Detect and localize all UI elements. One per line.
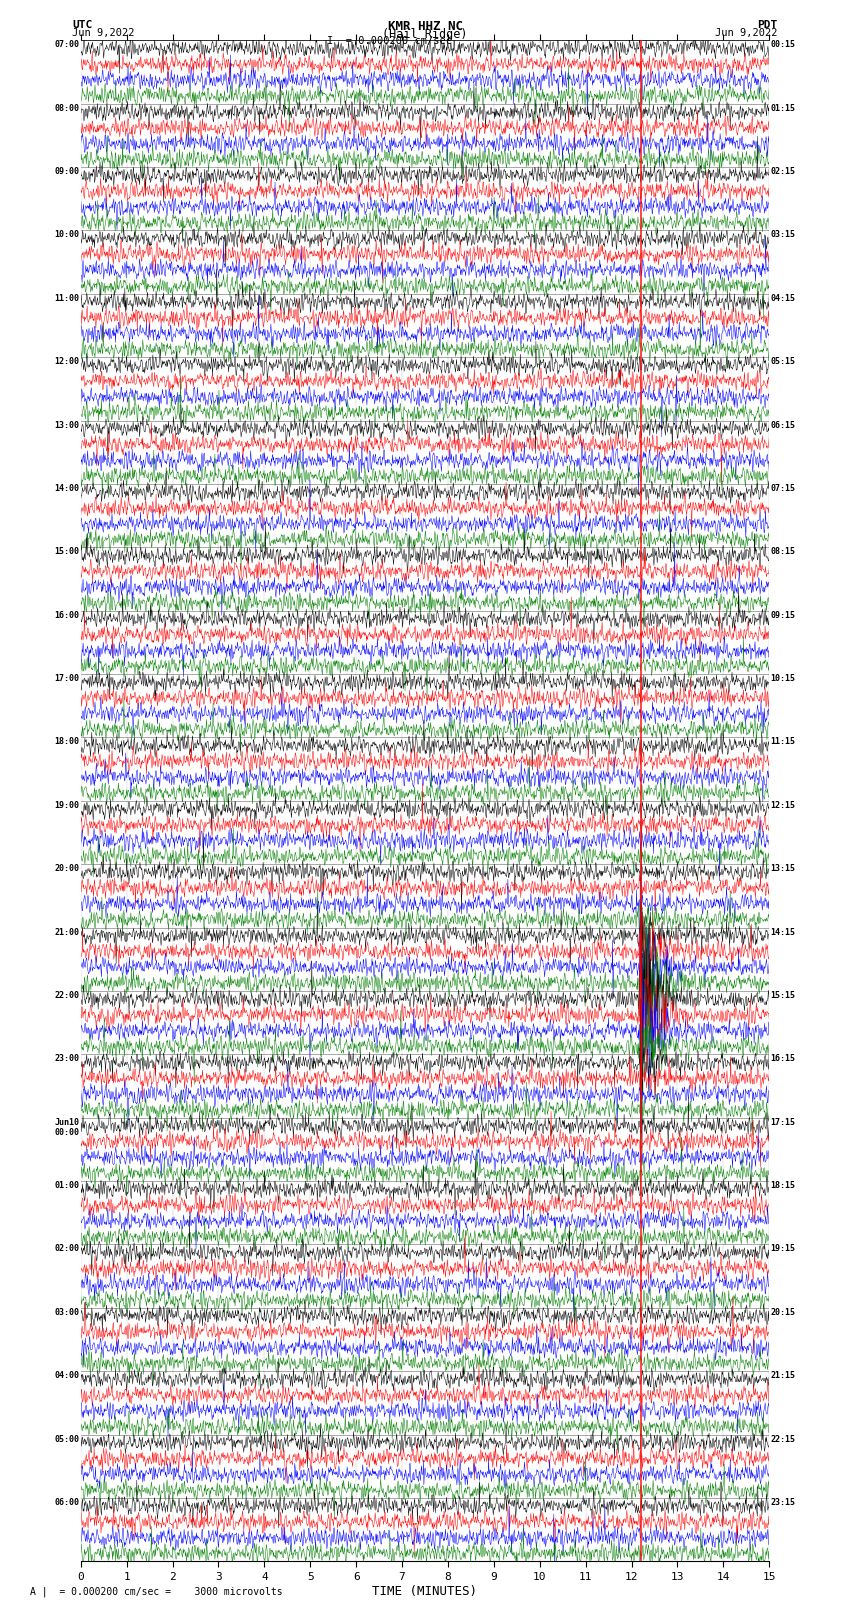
Text: I  = 0.000200 cm/sec: I = 0.000200 cm/sec <box>327 37 452 47</box>
Text: 09:15: 09:15 <box>771 611 796 619</box>
Text: 12:00: 12:00 <box>54 356 79 366</box>
Text: 08:00: 08:00 <box>54 103 79 113</box>
Text: 13:00: 13:00 <box>54 421 79 429</box>
Text: UTC: UTC <box>72 19 93 31</box>
Text: Jun 9,2022: Jun 9,2022 <box>715 29 778 39</box>
Text: 01:15: 01:15 <box>771 103 796 113</box>
Text: 22:00: 22:00 <box>54 990 79 1000</box>
Text: 20:15: 20:15 <box>771 1308 796 1316</box>
Text: 17:15: 17:15 <box>771 1118 796 1127</box>
Text: 22:15: 22:15 <box>771 1434 796 1444</box>
Text: 06:00: 06:00 <box>54 1498 79 1507</box>
Text: 23:00: 23:00 <box>54 1055 79 1063</box>
Text: 07:15: 07:15 <box>771 484 796 494</box>
Text: 16:15: 16:15 <box>771 1055 796 1063</box>
Text: 18:00: 18:00 <box>54 737 79 747</box>
Text: 00:15: 00:15 <box>771 40 796 50</box>
Text: 03:15: 03:15 <box>771 231 796 239</box>
Text: 08:15: 08:15 <box>771 547 796 556</box>
Text: 21:00: 21:00 <box>54 927 79 937</box>
Text: 05:00: 05:00 <box>54 1434 79 1444</box>
Text: Jun 9,2022: Jun 9,2022 <box>72 29 135 39</box>
Text: 04:15: 04:15 <box>771 294 796 303</box>
Text: 01:00: 01:00 <box>54 1181 79 1190</box>
Text: 03:00: 03:00 <box>54 1308 79 1316</box>
Text: 11:15: 11:15 <box>771 737 796 747</box>
Text: 02:00: 02:00 <box>54 1245 79 1253</box>
Text: 02:15: 02:15 <box>771 168 796 176</box>
Text: 09:00: 09:00 <box>54 168 79 176</box>
Text: 15:00: 15:00 <box>54 547 79 556</box>
Text: KMR HHZ NC: KMR HHZ NC <box>388 19 462 34</box>
Text: 18:15: 18:15 <box>771 1181 796 1190</box>
Text: Jun10
00:00: Jun10 00:00 <box>54 1118 79 1137</box>
Text: 10:15: 10:15 <box>771 674 796 682</box>
Text: 14:15: 14:15 <box>771 927 796 937</box>
X-axis label: TIME (MINUTES): TIME (MINUTES) <box>372 1584 478 1597</box>
Text: 21:15: 21:15 <box>771 1371 796 1381</box>
Text: 20:00: 20:00 <box>54 865 79 873</box>
Text: 10:00: 10:00 <box>54 231 79 239</box>
Text: 16:00: 16:00 <box>54 611 79 619</box>
Text: 19:15: 19:15 <box>771 1245 796 1253</box>
Text: 13:15: 13:15 <box>771 865 796 873</box>
Text: 11:00: 11:00 <box>54 294 79 303</box>
Text: 05:15: 05:15 <box>771 356 796 366</box>
Text: PDT: PDT <box>757 19 778 31</box>
Text: 23:15: 23:15 <box>771 1498 796 1507</box>
Text: (Hail Ridge): (Hail Ridge) <box>382 29 468 42</box>
Text: 15:15: 15:15 <box>771 990 796 1000</box>
Text: 12:15: 12:15 <box>771 800 796 810</box>
Text: 04:00: 04:00 <box>54 1371 79 1381</box>
Text: 06:15: 06:15 <box>771 421 796 429</box>
Text: A |  = 0.000200 cm/sec =    3000 microvolts: A | = 0.000200 cm/sec = 3000 microvolts <box>30 1586 282 1597</box>
Text: 07:00: 07:00 <box>54 40 79 50</box>
Text: 14:00: 14:00 <box>54 484 79 494</box>
Text: 19:00: 19:00 <box>54 800 79 810</box>
Text: 17:00: 17:00 <box>54 674 79 682</box>
